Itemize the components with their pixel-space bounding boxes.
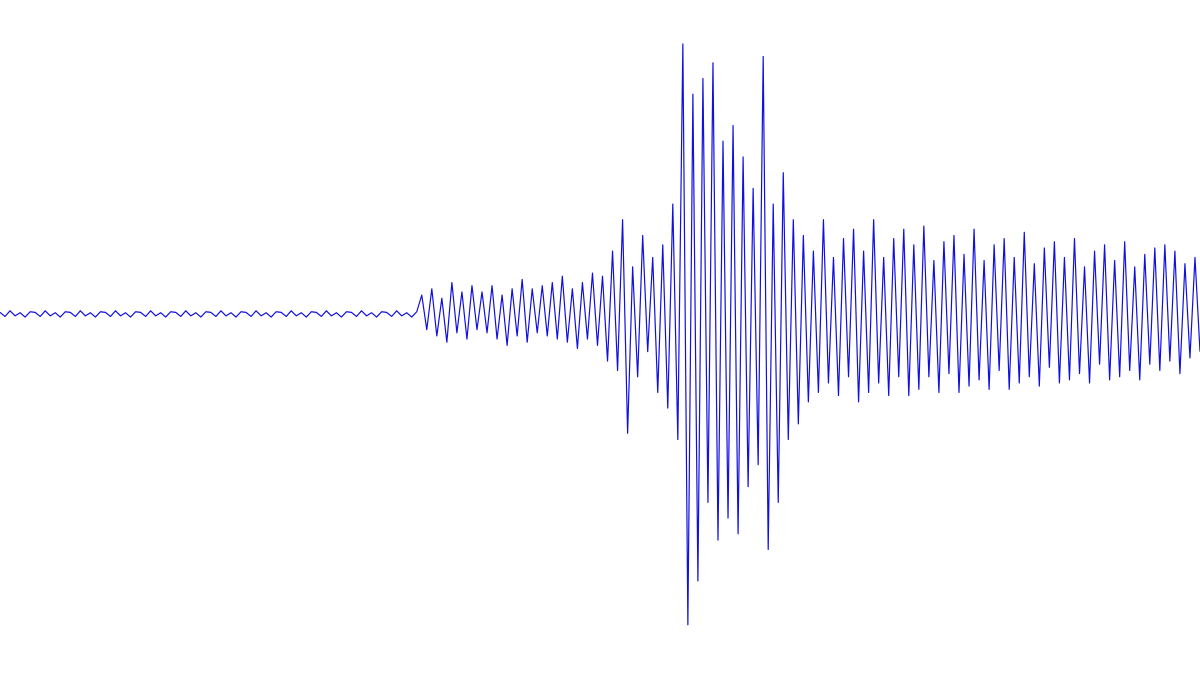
waveform — [0, 43, 1200, 626]
